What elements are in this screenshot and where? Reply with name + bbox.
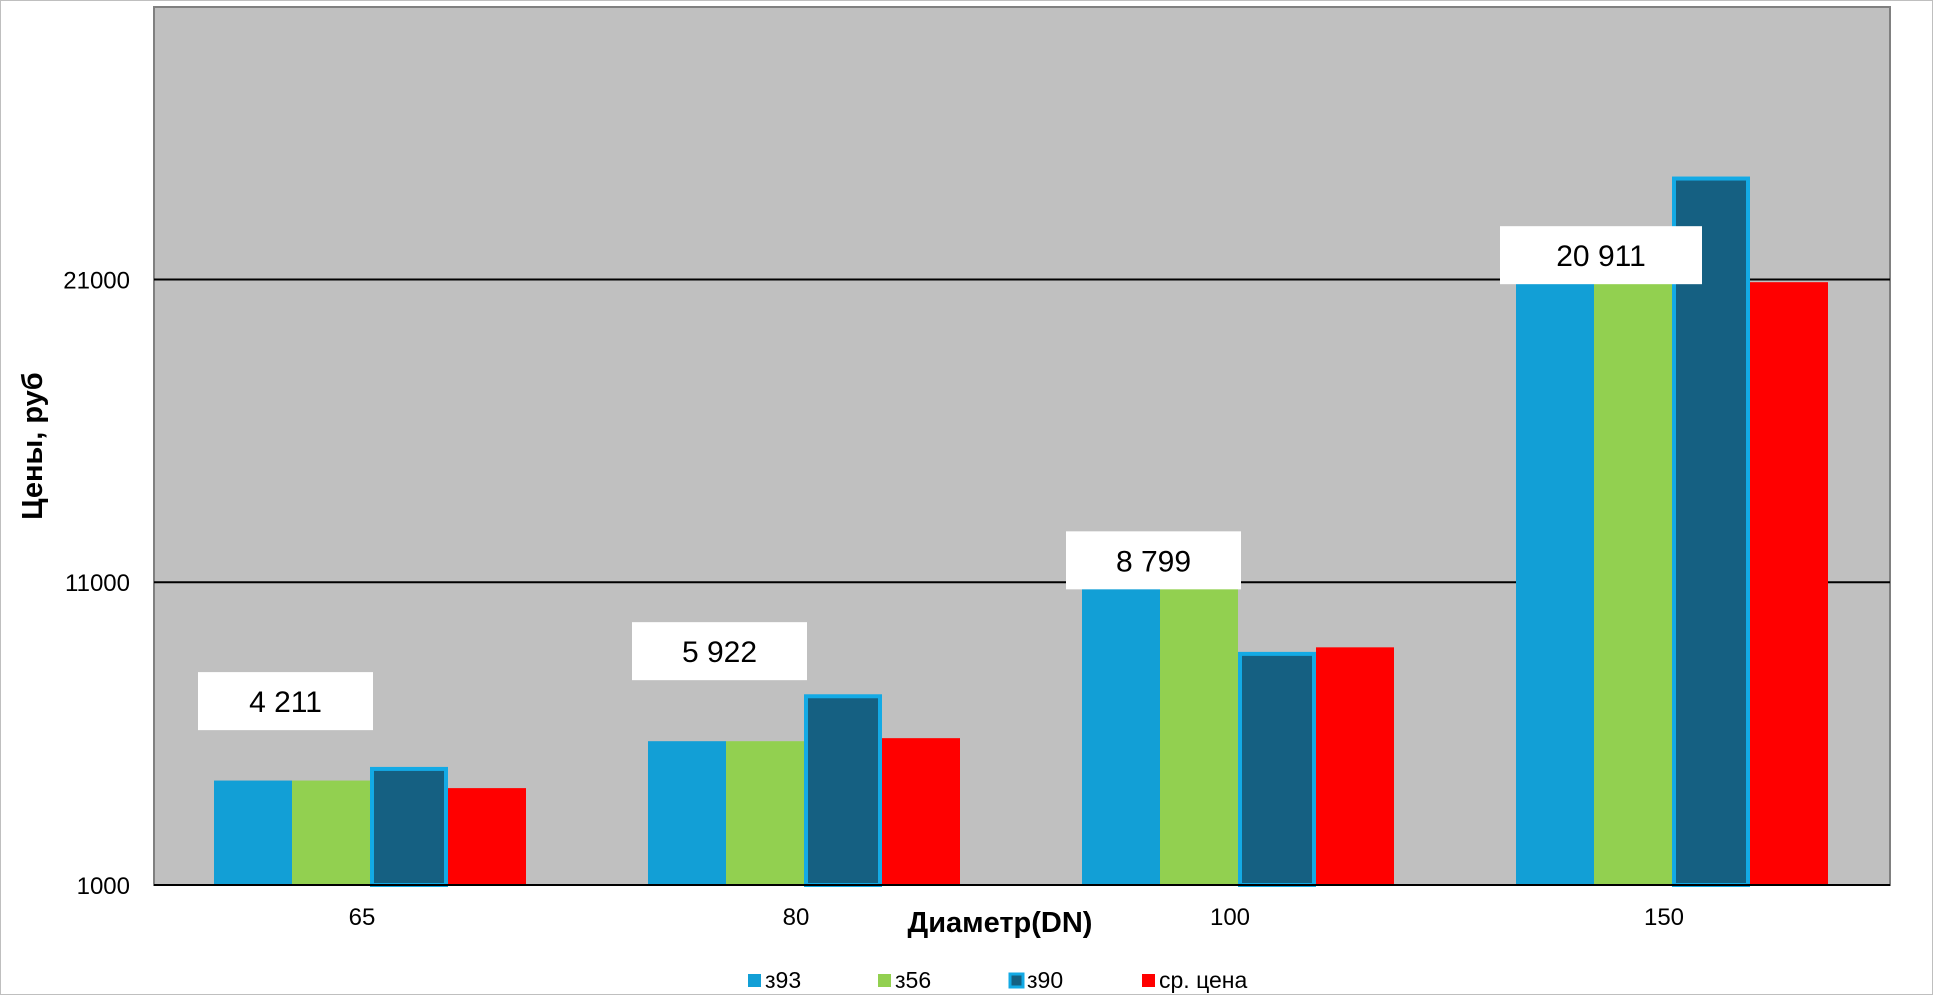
y-tick-label: 11000 xyxy=(65,570,130,597)
data-label-box xyxy=(632,622,807,681)
legend-label-z93: з93 xyxy=(765,967,801,993)
data-label: 5 922 xyxy=(682,636,757,669)
bar-z93-100 xyxy=(1082,542,1160,885)
legend-swatch-z90 xyxy=(1008,972,1025,989)
y-tick-label: 21000 xyxy=(63,267,130,294)
bar-z90-150 xyxy=(1672,176,1750,888)
y-tick-labels: 1000 11000 21000 xyxy=(63,267,130,900)
bar-z93-150 xyxy=(1516,264,1594,885)
y-tick-label: 1000 xyxy=(77,873,130,900)
bar-z56-150 xyxy=(1594,264,1672,885)
y-axis-title: Цены, руб xyxy=(17,372,49,519)
x-tick-label: 80 xyxy=(783,904,810,931)
bar-avg-price-80 xyxy=(882,738,960,885)
bars xyxy=(214,176,1828,888)
bar-z56-80 xyxy=(726,741,804,885)
data-label-box xyxy=(1066,531,1241,590)
legend: з93 з56 з90 ср. цена xyxy=(748,967,1247,993)
bar-avg-price-100 xyxy=(1316,647,1394,885)
bar-z93-80 xyxy=(648,741,726,885)
bar-z90-65 xyxy=(370,766,448,887)
bar-avg-price-65 xyxy=(448,788,526,885)
x-tick-label: 150 xyxy=(1644,904,1684,931)
x-tick-label: 100 xyxy=(1210,904,1250,931)
legend-swatch-avg-price xyxy=(1142,974,1155,987)
legend-swatch-z56 xyxy=(878,974,891,987)
legend-swatch-z93 xyxy=(748,974,761,987)
bar-z56-65 xyxy=(292,780,370,885)
bar-z93-65 xyxy=(214,780,292,885)
bar-z56-100 xyxy=(1160,542,1238,885)
data-label: 8 799 xyxy=(1116,545,1191,578)
x-axis-title: Диаметр(DN) xyxy=(908,907,1093,939)
bar-z90-80 xyxy=(804,694,882,888)
data-label-box xyxy=(1500,226,1702,285)
data-labels: 4 211 5 922 8 799 20 911 xyxy=(198,226,1702,731)
legend-label-z90: з90 xyxy=(1027,967,1063,993)
data-label: 20 911 xyxy=(1556,240,1646,273)
data-label-box xyxy=(198,672,373,731)
bar-avg-price-150 xyxy=(1750,282,1828,885)
legend-label-z56: з56 xyxy=(895,967,931,993)
x-tick-label: 65 xyxy=(349,904,376,931)
bar-z90-100 xyxy=(1238,651,1316,887)
legend-label-avg-price: ср. цена xyxy=(1159,967,1247,993)
x-tick-labels: 65 80 100 150 xyxy=(349,904,1684,931)
data-label: 4 211 xyxy=(249,686,322,719)
